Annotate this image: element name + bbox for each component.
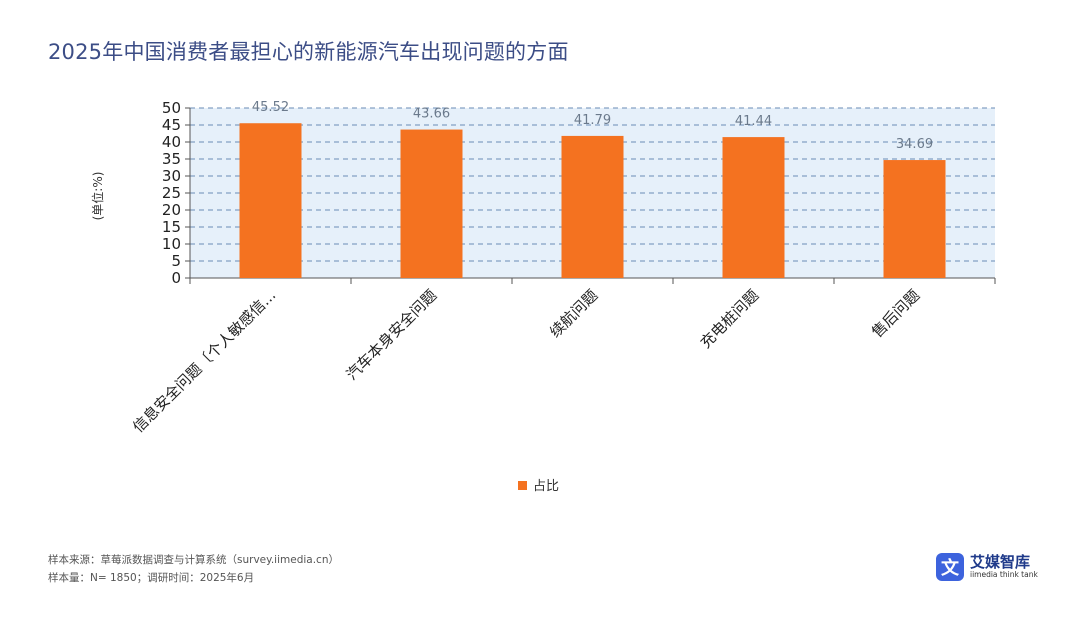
legend: 占比	[518, 479, 559, 494]
bar	[400, 129, 463, 278]
bar	[722, 137, 785, 278]
brand-subtitle: iimedia think tank	[970, 570, 1038, 579]
brand-logo: 文 艾媒智库 iimedia think tank	[936, 553, 1038, 581]
y-tick-label: 0	[171, 269, 181, 287]
x-category-label: 汽车本身安全问题	[343, 286, 441, 384]
bars	[239, 123, 946, 279]
chart-title: 2025年中国消费者最担心的新能源汽车出现问题的方面	[48, 40, 569, 64]
y-tick-label: 5	[171, 252, 181, 270]
footer-sample: 样本量：N= 1850；调研时间：2025年6月	[48, 572, 255, 584]
x-category-label: 信息安全问题〔个人敏感信...	[129, 286, 279, 436]
y-tick-label: 30	[162, 167, 181, 185]
footer-notes: 样本来源：草莓派数据调查与计算系统（survey.iimedia.cn） 样本量…	[48, 551, 339, 587]
y-tick-label: 10	[162, 235, 181, 253]
data-label: 34.69	[896, 137, 933, 152]
y-tick-label: 20	[162, 201, 181, 219]
legend-label: 占比	[533, 479, 559, 494]
x-category-label: 续航问题	[546, 286, 601, 341]
legend-swatch	[518, 481, 527, 490]
y-tick-label: 15	[162, 218, 181, 236]
y-axis-label: (单位:%)	[90, 172, 105, 221]
data-label: 41.44	[735, 114, 772, 129]
bar	[883, 160, 946, 278]
bar	[561, 135, 624, 278]
brand-name: 艾媒智库	[970, 553, 1031, 571]
data-label: 43.66	[413, 107, 450, 122]
brand-mark-icon: 文	[936, 553, 964, 581]
y-tick-label: 25	[162, 184, 181, 202]
data-label: 45.52	[252, 100, 289, 115]
bar	[239, 123, 302, 279]
brand-text: 艾媒智库 iimedia think tank	[970, 554, 1038, 580]
x-category-label: 充电桩问题	[697, 286, 763, 352]
footer-source: 样本来源：草莓派数据调查与计算系统（survey.iimedia.cn）	[48, 554, 339, 566]
y-tick-label: 40	[162, 133, 181, 151]
data-label: 41.79	[574, 113, 611, 128]
x-category-label: 售后问题	[868, 286, 923, 341]
y-tick-label: 45	[162, 116, 181, 134]
y-tick-label: 35	[162, 150, 181, 168]
y-tick-label: 50	[162, 99, 181, 117]
gridlines	[190, 107, 995, 262]
